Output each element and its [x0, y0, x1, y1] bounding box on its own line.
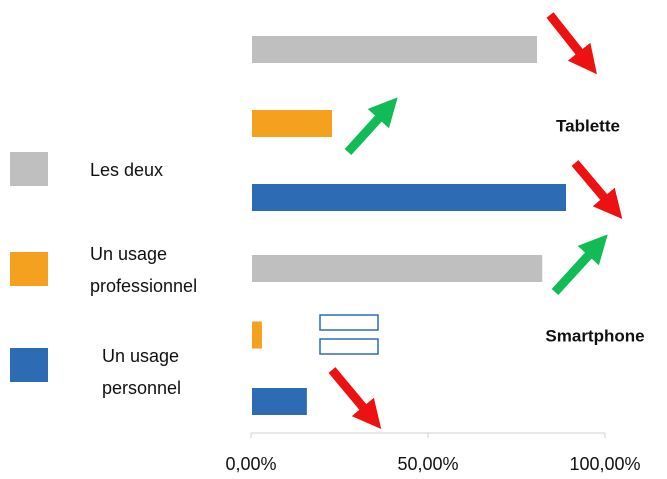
legend-swatch: [10, 348, 48, 382]
decorations: [319, 12, 623, 430]
bar: [252, 36, 537, 63]
legend-swatch: [10, 252, 48, 286]
x-tick-label: 0,00%: [225, 454, 276, 474]
category-label: Tablette: [556, 116, 620, 135]
x-tick-label: 50,00%: [397, 454, 458, 474]
category-label: Smartphone: [545, 326, 644, 345]
outline-box: [319, 338, 379, 355]
bar: [252, 388, 307, 415]
legend-label: Un usage personnel: [102, 346, 182, 398]
red-arrow: [546, 12, 597, 75]
legend-swatch: [10, 152, 48, 186]
x-tick-label: 100,00%: [569, 454, 640, 474]
green-arrow: [344, 97, 398, 156]
bar: [252, 255, 543, 282]
bar: [252, 321, 262, 349]
legend-label: Un usage professionnel: [90, 244, 198, 296]
green-arrow: [551, 234, 608, 296]
outline-box: [319, 314, 379, 331]
bar: [252, 110, 333, 137]
red-arrow: [571, 160, 623, 220]
legend-label: Les deux: [90, 160, 164, 180]
red-arrow: [328, 367, 382, 430]
bar: [252, 184, 566, 211]
